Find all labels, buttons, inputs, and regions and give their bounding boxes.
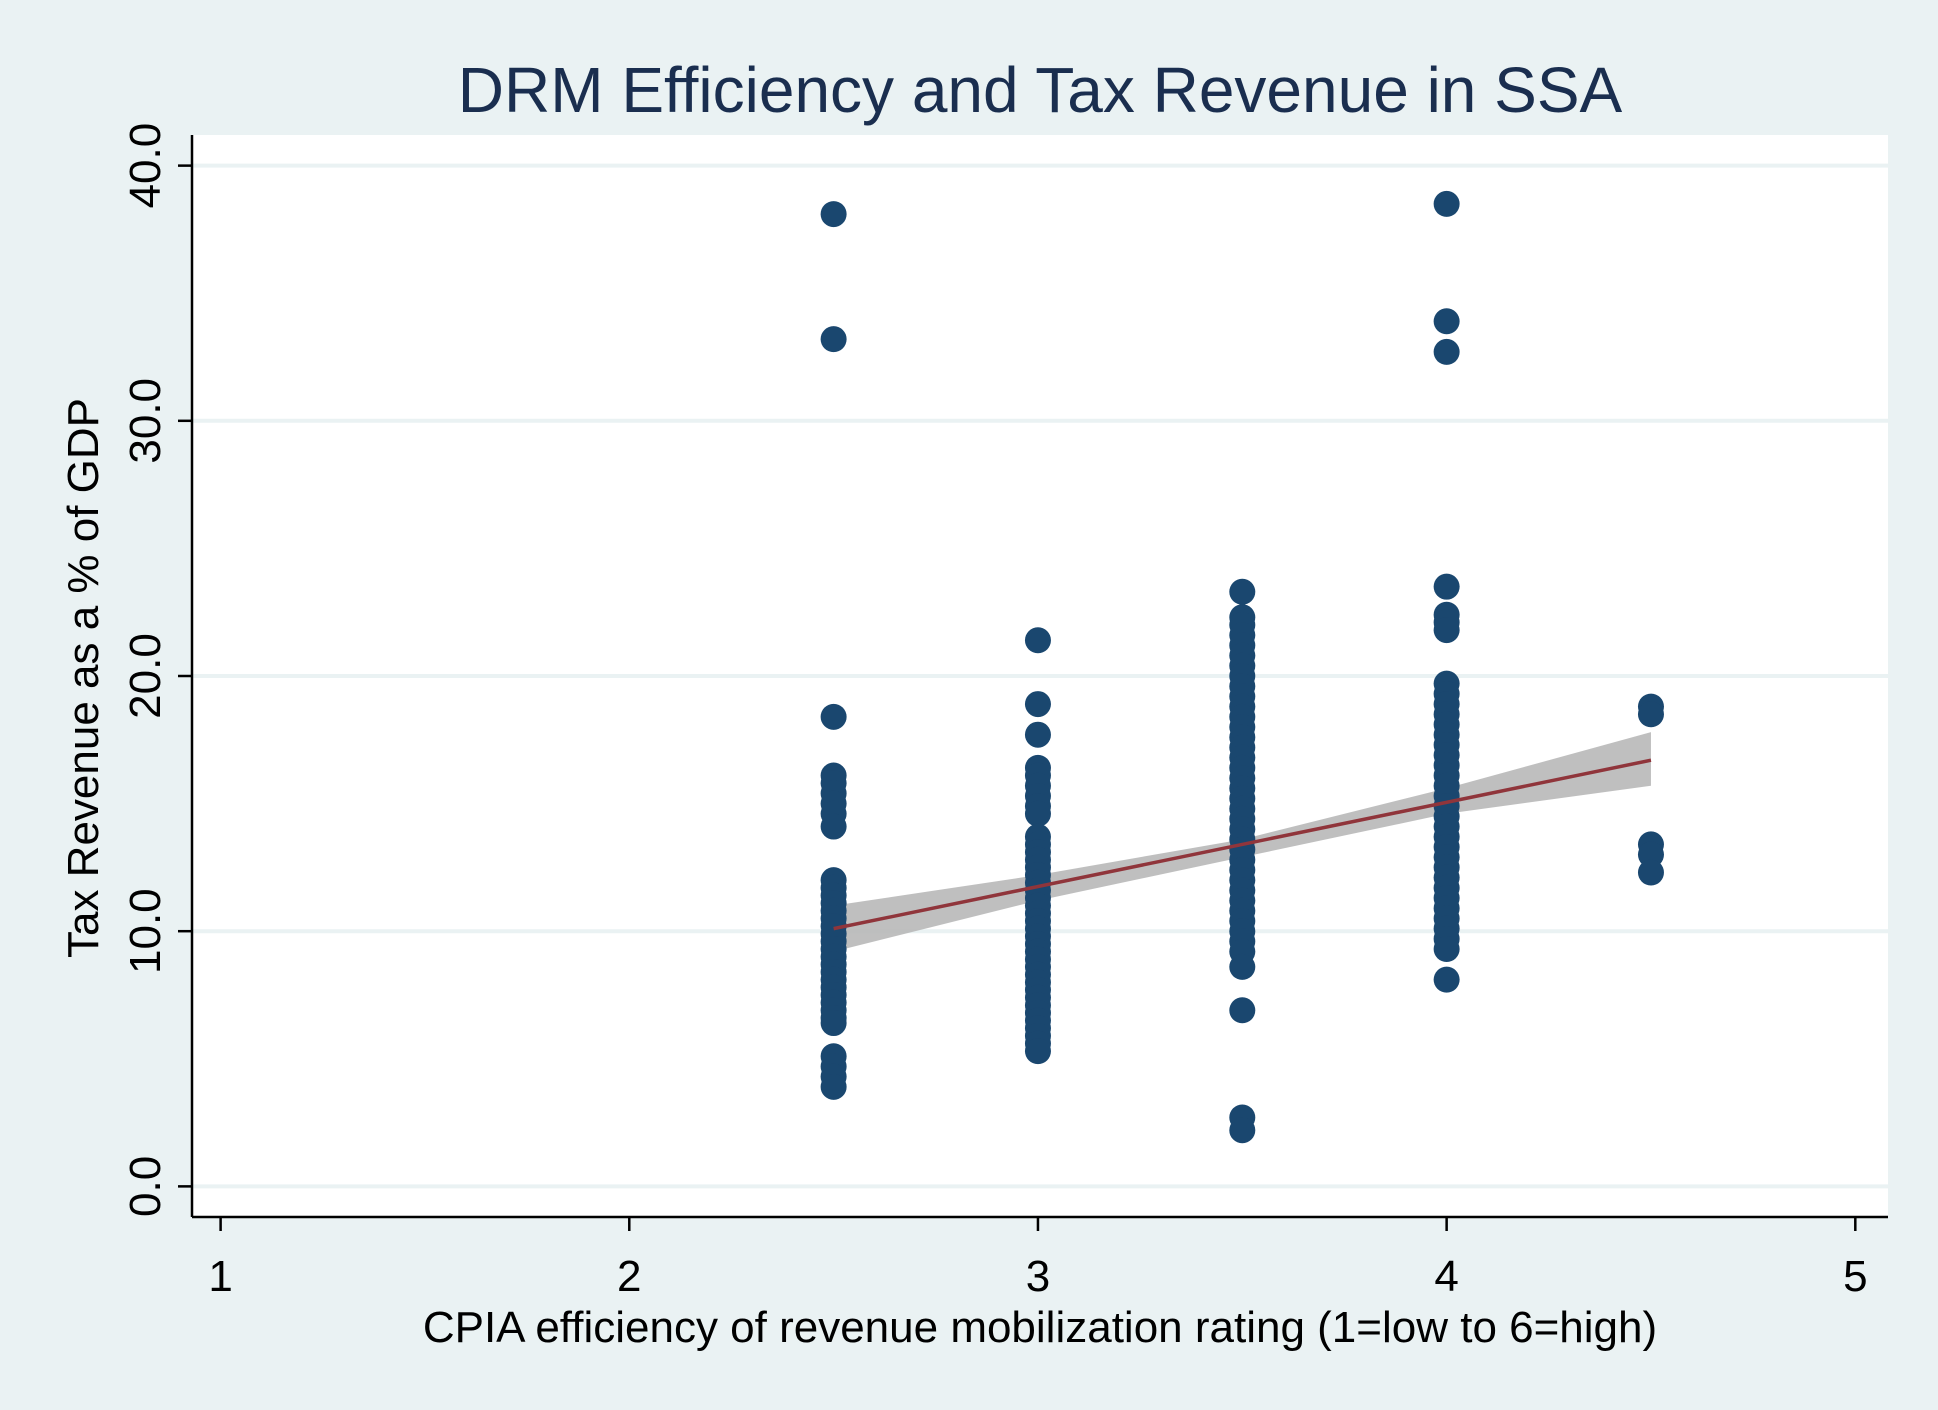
- x-tick-label-1: 2: [617, 1252, 641, 1301]
- data-point-107: [1229, 997, 1256, 1024]
- data-point-32: [820, 1073, 847, 1100]
- data-point-143: [1433, 936, 1460, 963]
- chart-title: DRM Efficiency and Tax Revenue in SSA: [458, 54, 1623, 126]
- x-axis-label: CPIA efficiency of revenue mobilization …: [423, 1303, 1657, 1352]
- data-point-116: [1433, 617, 1460, 644]
- fit-line-layer: [833, 758, 1652, 931]
- data-point-109: [1229, 1117, 1256, 1144]
- x-tick-label-3: 4: [1434, 1252, 1458, 1301]
- axes: [178, 135, 1888, 1231]
- y-tick-label-4: 40.0: [121, 123, 170, 209]
- fit-line: [833, 758, 1652, 931]
- data-point-35: [1024, 721, 1051, 748]
- grid-lines: [192, 163, 1888, 1189]
- data-point-146: [1637, 701, 1664, 728]
- data-point-33: [1024, 627, 1051, 654]
- data-point-106: [1229, 953, 1256, 980]
- data-point-8: [820, 813, 847, 840]
- y-tick-label-1: 10.0: [121, 888, 170, 974]
- data-point-70: [1024, 1038, 1051, 1065]
- data-point-41: [1024, 800, 1051, 827]
- y-tick-label-3: 30.0: [121, 378, 170, 464]
- data-point-1: [820, 326, 847, 353]
- x-tick-label-2: 3: [1026, 1252, 1050, 1301]
- data-point-71: [1229, 578, 1256, 605]
- data-point-0: [820, 201, 847, 228]
- tick-labels: 1 2 3 4 5 0.0 10.0 20.0 30.0 40.0: [121, 123, 1868, 1301]
- x-tick-label-0: 1: [208, 1252, 232, 1301]
- y-tick-label-0: 0.0: [121, 1156, 170, 1217]
- data-point-2: [820, 703, 847, 730]
- data-point-149: [1637, 859, 1664, 886]
- data-point-144: [1433, 966, 1460, 993]
- data-point-112: [1433, 338, 1460, 365]
- x-tick-label-4: 5: [1843, 1252, 1867, 1301]
- data-point-110: [1433, 190, 1460, 217]
- y-tick-label-2: 20.0: [121, 633, 170, 719]
- data-point-113: [1433, 573, 1460, 600]
- data-point-111: [1433, 308, 1460, 335]
- data-points: [820, 190, 1664, 1144]
- y-axis-label: Tax Revenue as a % of GDP: [59, 398, 108, 958]
- data-point-28: [820, 1010, 847, 1037]
- data-point-148: [1637, 841, 1664, 868]
- data-point-34: [1024, 691, 1051, 718]
